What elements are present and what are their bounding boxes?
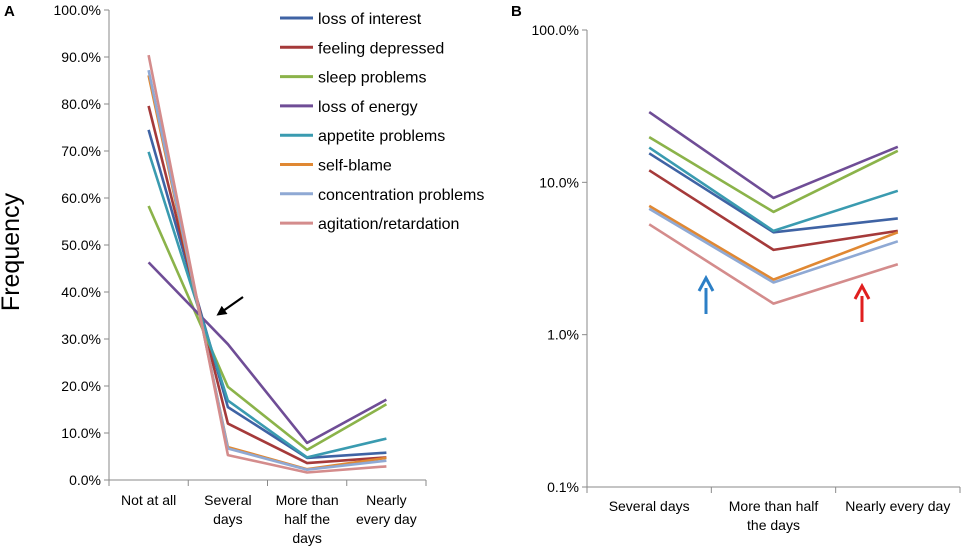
legend: loss of interest feeling depressed sleep p… <box>280 11 484 233</box>
panel-a: A Frequency 0.0% 10.0% 20.0% 30.0% 40.0% 50.0… <box>0 2 484 546</box>
panel-b: B 0.1% 1.0% 10.0% 100.0% Several days More t… <box>511 3 961 533</box>
legend-label-appetite-problems: appetite problems <box>318 128 445 145</box>
legend-label-feeling-depressed: feeling depressed <box>318 40 444 57</box>
a-y-tick-label: 50.0% <box>61 237 101 253</box>
a-x-tick-label: days <box>213 511 243 527</box>
a-series-line-loss-of-interest <box>147 129 387 460</box>
a-y-tick-label: 80.0% <box>61 96 101 112</box>
b-x-tick-label: the days <box>747 517 800 533</box>
a-y-tick-label: 20.0% <box>61 378 101 394</box>
a-x-tick-labels: Not at all Several days More than half the da… <box>121 492 417 546</box>
a-series-line-appetite-problems <box>147 151 387 459</box>
b-series-line-loss-of-energy <box>648 111 899 200</box>
b-y-tick-label: 10.0% <box>539 174 579 190</box>
legend-label-concentration-problems: concentration problems <box>318 187 484 204</box>
b-y-tick-label: 100.0% <box>532 22 579 38</box>
a-x-tick-label: Nearly <box>366 492 406 508</box>
y-axis-title: Frequency <box>0 192 25 311</box>
legend-label-agitation-retardation: agitation/retardation <box>318 216 459 233</box>
a-y-tick-label: 100.0% <box>54 2 101 18</box>
b-series-line-concentration-problems <box>648 207 899 284</box>
panel-a-label: A <box>4 3 15 20</box>
b-x-tick-label: Several days <box>609 498 690 514</box>
b-x-tick-label: More than half <box>729 498 819 514</box>
b-series-line-agitation-retardation <box>648 223 899 305</box>
a-y-tick-label: 0.0% <box>69 472 101 488</box>
a-y-tick-label: 30.0% <box>61 331 101 347</box>
a-series-line-loss-of-energy <box>147 261 388 445</box>
a-x-tick-label: Not at all <box>121 492 176 508</box>
a-series-group <box>147 54 388 474</box>
legend-label-loss-of-interest: loss of interest <box>318 11 422 28</box>
b-x-tick-label: Nearly every day <box>845 498 950 514</box>
b-y-tick-label: 1.0% <box>547 327 579 343</box>
b-series-line-self-blame <box>648 204 899 281</box>
a-y-tick-label: 10.0% <box>61 425 101 441</box>
b-series-group <box>648 111 899 305</box>
a-y-tick-label: 90.0% <box>61 49 101 65</box>
b-series-line-appetite-problems <box>648 146 899 233</box>
a-y-tick-label: 60.0% <box>61 190 101 206</box>
b-axis-group: 0.1% 1.0% 10.0% 100.0% <box>532 22 961 495</box>
b-series-line-feeling-depressed <box>648 169 898 252</box>
legend-label-sleep-problems: sleep problems <box>318 70 427 87</box>
b-series-line-sleep-problems <box>648 135 899 214</box>
a-x-tick-label: days <box>292 530 322 546</box>
a-y-tick-label: 70.0% <box>61 143 101 159</box>
b-x-tick-labels: Several days More than half the days Nearly… <box>609 498 951 533</box>
a-x-tick-label: More than <box>276 492 339 508</box>
b-series-line-loss-of-interest <box>648 152 898 234</box>
a-axis-group: 0.0% 10.0% 20.0% 30.0% 40.0% 50.0% 60.0% 70.0% 8… <box>54 2 427 488</box>
a-x-tick-label: Several <box>204 492 251 508</box>
a-series-line-agitation-retardation <box>147 54 387 474</box>
crossing-arrow <box>216 296 244 316</box>
a-x-tick-label: every day <box>356 511 417 527</box>
a-x-tick-label: half the <box>284 511 330 527</box>
b-y-tick-label: 0.1% <box>547 479 579 495</box>
a-y-tick-label: 40.0% <box>61 284 101 300</box>
legend-label-self-blame: self-blame <box>318 158 392 175</box>
legend-label-loss-of-energy: loss of energy <box>318 99 418 116</box>
blue-arrow <box>697 274 715 314</box>
a-series-line-sleep-problems <box>147 205 388 452</box>
red-arrow <box>853 282 871 322</box>
panel-b-label: B <box>511 3 522 20</box>
